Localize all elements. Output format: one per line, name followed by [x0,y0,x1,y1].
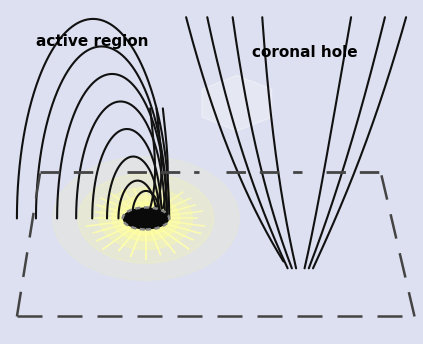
Ellipse shape [112,196,180,241]
Ellipse shape [121,202,171,235]
Ellipse shape [127,208,165,229]
Ellipse shape [53,157,239,280]
Ellipse shape [78,174,214,263]
Text: coronal hole: coronal hole [252,45,357,60]
Ellipse shape [99,187,192,249]
Text: active region: active region [36,34,148,50]
Ellipse shape [123,207,169,229]
Polygon shape [202,75,272,131]
